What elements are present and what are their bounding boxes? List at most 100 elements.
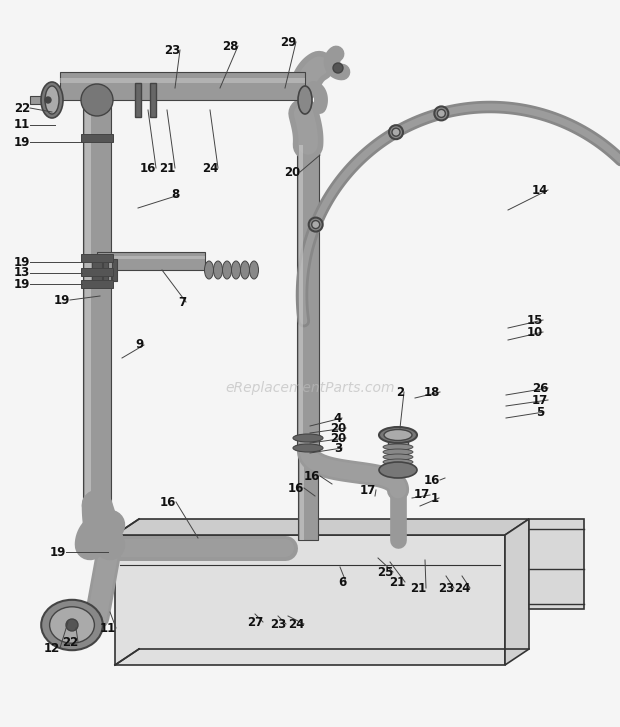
Ellipse shape [384, 430, 412, 441]
Text: 26: 26 [532, 382, 548, 395]
Circle shape [333, 63, 343, 73]
Ellipse shape [298, 86, 312, 114]
Ellipse shape [223, 261, 231, 279]
Text: 4: 4 [334, 411, 342, 425]
Ellipse shape [379, 427, 417, 443]
Bar [60, 72, 305, 100]
Bar [103, 259, 108, 281]
Bar [81, 280, 113, 288]
Text: 19: 19 [14, 255, 30, 268]
Text: 21: 21 [410, 582, 426, 595]
Text: 20: 20 [330, 432, 346, 444]
Text: 16: 16 [160, 496, 176, 508]
Ellipse shape [383, 454, 413, 460]
Bar [299, 145, 303, 450]
Ellipse shape [50, 607, 94, 643]
Ellipse shape [437, 109, 445, 117]
Text: 24: 24 [454, 582, 470, 595]
Text: 22: 22 [14, 102, 30, 114]
Bar [81, 134, 113, 142]
Bar [297, 145, 319, 450]
Text: 21: 21 [159, 161, 175, 174]
Ellipse shape [379, 462, 417, 478]
Text: 27: 27 [247, 616, 263, 629]
Bar [97, 252, 205, 270]
Ellipse shape [392, 128, 400, 136]
Text: eReplacementParts.com: eReplacementParts.com [225, 381, 395, 395]
Text: 3: 3 [334, 441, 342, 454]
Bar [112, 259, 117, 281]
Ellipse shape [41, 82, 63, 118]
Text: 16: 16 [288, 481, 304, 494]
Bar [83, 100, 111, 510]
Ellipse shape [293, 434, 323, 442]
Ellipse shape [309, 217, 322, 232]
Text: 16: 16 [424, 473, 440, 486]
Text: 25: 25 [377, 566, 393, 579]
Text: 12: 12 [44, 641, 60, 654]
Text: 19: 19 [14, 135, 30, 148]
Text: 6: 6 [338, 576, 346, 588]
Ellipse shape [241, 261, 249, 279]
Text: 17: 17 [360, 483, 376, 497]
Text: 5: 5 [536, 406, 544, 419]
Text: 10: 10 [527, 326, 543, 339]
Polygon shape [505, 519, 529, 665]
Bar [97, 256, 205, 260]
Ellipse shape [213, 261, 223, 279]
Ellipse shape [41, 600, 103, 650]
Text: 20: 20 [330, 422, 346, 435]
Text: 15: 15 [527, 313, 543, 326]
Text: 21: 21 [389, 576, 405, 588]
Text: 9: 9 [136, 339, 144, 351]
Bar [85, 100, 91, 510]
Ellipse shape [45, 97, 51, 103]
Ellipse shape [389, 125, 403, 139]
Ellipse shape [383, 459, 413, 465]
Ellipse shape [293, 444, 323, 452]
Text: 23: 23 [270, 617, 286, 630]
Bar [92, 258, 102, 282]
Text: 24: 24 [202, 161, 218, 174]
Text: 8: 8 [171, 188, 179, 201]
Ellipse shape [231, 261, 241, 279]
Ellipse shape [249, 261, 259, 279]
Text: 17: 17 [414, 489, 430, 502]
Text: 11: 11 [100, 622, 116, 635]
Text: 17: 17 [532, 393, 548, 406]
Bar [60, 78, 305, 83]
Ellipse shape [383, 449, 413, 455]
Bar [298, 450, 318, 540]
Text: 19: 19 [14, 278, 30, 291]
Text: 7: 7 [178, 295, 186, 308]
Text: 23: 23 [164, 44, 180, 57]
Ellipse shape [45, 86, 59, 114]
Text: 11: 11 [14, 119, 30, 132]
Text: 13: 13 [14, 267, 30, 279]
Text: 22: 22 [62, 635, 78, 648]
Ellipse shape [383, 444, 413, 450]
Ellipse shape [435, 106, 448, 121]
Text: 23: 23 [438, 582, 454, 595]
Polygon shape [115, 535, 505, 665]
Text: 19: 19 [54, 294, 70, 307]
Circle shape [66, 619, 78, 631]
Bar [529, 519, 584, 609]
Text: 19: 19 [50, 545, 66, 558]
Text: 2: 2 [396, 385, 404, 398]
Bar [81, 254, 113, 262]
Text: 29: 29 [280, 36, 296, 49]
Text: 16: 16 [140, 161, 156, 174]
Bar [388, 435, 408, 470]
Text: 1: 1 [431, 491, 439, 505]
Text: 18: 18 [424, 385, 440, 398]
Bar [300, 450, 304, 540]
Ellipse shape [312, 220, 320, 228]
Ellipse shape [205, 261, 213, 279]
Text: 16: 16 [304, 470, 320, 483]
Text: 14: 14 [532, 183, 548, 196]
Bar [135, 83, 141, 117]
Text: 20: 20 [284, 166, 300, 179]
Ellipse shape [81, 84, 113, 116]
Bar [81, 268, 113, 276]
